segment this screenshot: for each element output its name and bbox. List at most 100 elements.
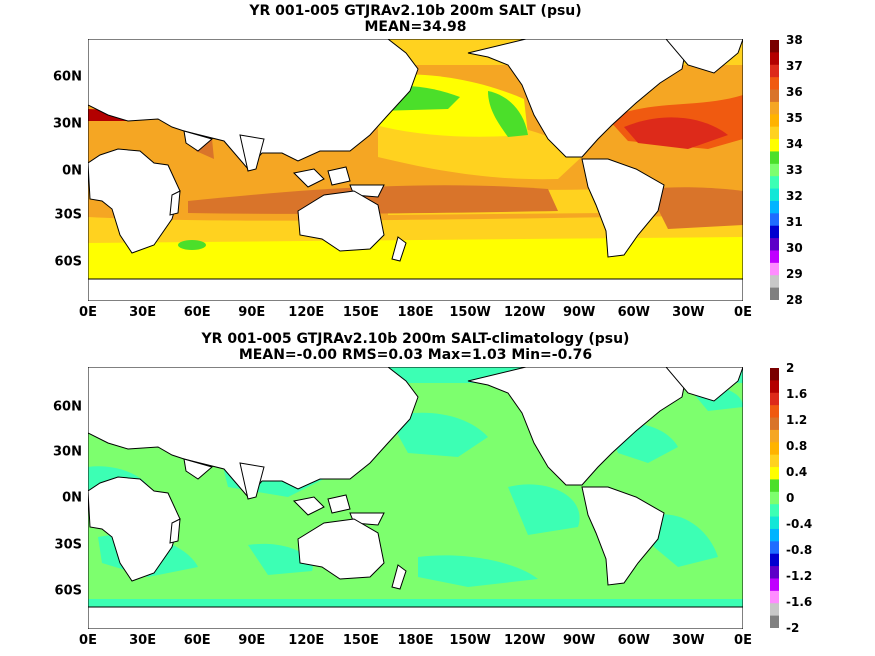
colorbar-swatch: [770, 250, 779, 264]
colorbar-swatch: [770, 114, 779, 128]
top-colorbar-label: 36: [786, 85, 803, 99]
top-colorbar-label: 33: [786, 163, 803, 177]
colorbar-swatch: [770, 163, 779, 177]
top-x-tick: 150W: [449, 305, 491, 320]
colorbar-swatch: [770, 287, 779, 300]
bottom-colorbar-label: 1.2: [786, 413, 808, 427]
top-title-mean: MEAN=34.98: [364, 19, 467, 35]
top-colorbar-label: 32: [786, 189, 803, 203]
top-colorbar-label: 37: [786, 59, 803, 73]
colorbar-swatch: [770, 516, 779, 530]
colorbar-swatch: [770, 52, 779, 66]
top-x-tick: 120E: [288, 305, 325, 320]
colorbar-swatch: [770, 151, 779, 165]
bottom-x-tick: 90W: [562, 633, 596, 648]
top-title-line1: YR 001-005 GTJRAv2.10b 200m SALT (psu): [249, 3, 582, 19]
top-y-tick: 30S: [54, 207, 82, 223]
colorbar-swatch: [770, 590, 779, 604]
bottom-x-tick: 120E: [288, 633, 325, 648]
colorbar-swatch: [770, 541, 779, 555]
colorbar-swatch: [770, 405, 779, 419]
bottom-colorbar-label: 2: [786, 361, 795, 375]
bottom-title-line1: YR 001-005 GTJRAv2.10b 200m SALT-climato…: [201, 331, 630, 347]
top-colorbar-label: 34: [786, 137, 803, 151]
top-x-tick: 30E: [129, 305, 157, 320]
colorbar-swatch: [770, 578, 779, 592]
colorbar-swatch: [770, 139, 779, 152]
bottom-y-tick: 30S: [54, 537, 82, 553]
bottom-x-tick: 90E: [238, 633, 266, 648]
colorbar-swatch: [770, 225, 779, 239]
top-x-tick: 0E: [734, 305, 752, 320]
top-x-tick: 90W: [562, 305, 596, 320]
colorbar-swatch: [770, 262, 779, 276]
top-y-tick: 60N: [53, 69, 82, 85]
colorbar-swatch: [770, 566, 779, 579]
colorbar-swatch: [770, 528, 779, 542]
top-x-tick: 120W: [503, 305, 546, 320]
colorbar-swatch: [770, 126, 779, 140]
top-x-tick: 150E: [342, 305, 379, 320]
colorbar-swatch: [770, 380, 779, 394]
colorbar-swatch: [770, 553, 779, 567]
bottom-y-tick: 30N: [53, 444, 82, 460]
colorbar-swatch: [770, 275, 779, 289]
colorbar-swatch: [770, 479, 779, 493]
colorbar-swatch: [770, 213, 779, 227]
top-colorbar-label: 31: [786, 215, 803, 229]
bottom-x-tick: 0E: [79, 633, 97, 648]
bottom-colorbar-label: -1.2: [786, 569, 813, 583]
colorbar-swatch: [770, 176, 779, 190]
bottom-colorbar-label: 1.6: [786, 387, 808, 401]
colorbar-swatch: [770, 101, 779, 115]
bottom-x-tick: 150E: [342, 633, 379, 648]
colorbar-swatch: [770, 442, 779, 456]
bottom-colorbar: [770, 368, 779, 628]
top-y-tick: 60S: [54, 254, 82, 270]
top-x-tick: 60E: [183, 305, 211, 320]
bottom-x-tick: 30E: [129, 633, 157, 648]
colorbar-swatch: [770, 40, 779, 53]
bottom-y-tick: 0N: [62, 490, 82, 506]
top-x-tick: 0E: [79, 305, 97, 320]
colorbar-swatch: [770, 77, 779, 91]
bottom-x-tick: 60E: [183, 633, 211, 648]
colorbar-swatch: [770, 64, 779, 78]
colorbar-swatch: [770, 504, 779, 518]
colorbar-swatch: [770, 491, 779, 505]
colorbar-swatch: [770, 392, 779, 406]
bottom-y-tick: 60N: [53, 399, 82, 415]
top-x-tick: 60W: [617, 305, 651, 320]
top-colorbar-label: 35: [786, 111, 803, 125]
colorbar-swatch: [770, 238, 779, 251]
bottom-title: YR 001-005 GTJRAv2.10b 200m SALT-climato…: [88, 331, 743, 363]
bottom-colorbar-label: -0.4: [786, 517, 813, 531]
colorbar-swatch: [770, 188, 779, 202]
bottom-y-tick: 60S: [54, 583, 82, 599]
bottom-x-tick: 180E: [397, 633, 434, 648]
bottom-x-tick: 150W: [449, 633, 491, 648]
colorbar-swatch: [770, 615, 779, 628]
colorbar-swatch: [770, 603, 779, 617]
colorbar-swatch: [770, 467, 779, 480]
colorbar-swatch: [770, 429, 779, 443]
colorbar-swatch: [770, 368, 779, 381]
bottom-anomaly-map: [88, 367, 743, 629]
colorbar-swatch: [770, 417, 779, 431]
top-x-tick: 30W: [672, 305, 705, 320]
bottom-colorbar-label: -1.6: [786, 595, 813, 609]
top-x-tick: 90E: [238, 305, 266, 320]
top-colorbar-label: 38: [786, 33, 803, 47]
top-y-tick: 30N: [53, 116, 82, 132]
colorbar-swatch: [770, 454, 779, 468]
top-colorbar-label: 30: [786, 241, 803, 255]
bottom-colorbar-label: 0.4: [786, 465, 808, 479]
bottom-x-tick: 30W: [672, 633, 705, 648]
colorbar-swatch: [770, 89, 779, 103]
bottom-colorbar-label: -2: [786, 621, 800, 635]
top-salinity-map: [88, 39, 743, 301]
top-x-tick: 180E: [397, 305, 434, 320]
top-colorbar-label: 29: [786, 267, 803, 281]
bottom-title-stats: MEAN=-0.00 RMS=0.03 Max=1.03 Min=-0.76: [238, 347, 593, 363]
top-colorbar-label: 28: [786, 293, 803, 307]
